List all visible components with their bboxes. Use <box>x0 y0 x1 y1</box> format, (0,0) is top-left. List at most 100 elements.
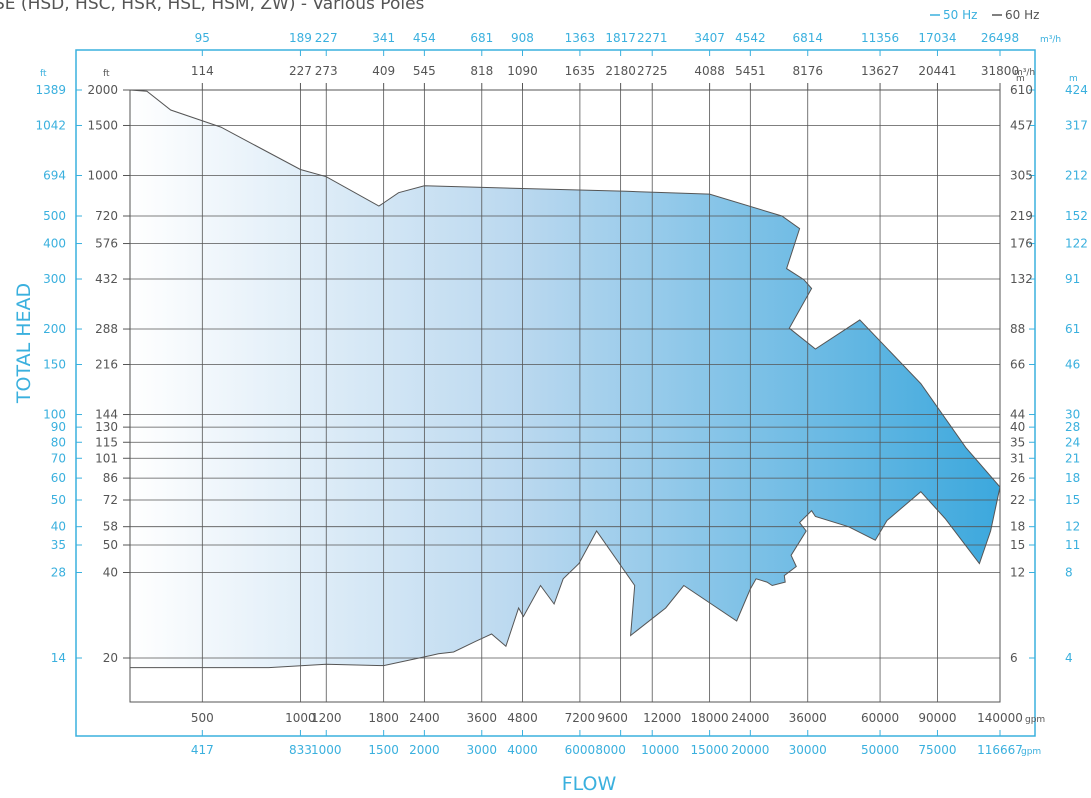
y-tick-label-left-50hz: 90 <box>51 420 66 434</box>
x-tick-label-top-50hz: 189 <box>289 31 312 45</box>
x-tick-label-top-60hz: 227 <box>289 64 312 78</box>
y-tick-label-left-60hz: 50 <box>103 538 118 552</box>
x-tick-label-bottom-60hz: 12000 <box>643 711 681 725</box>
x-tick-label-top-50hz: 908 <box>511 31 534 45</box>
x-tick-label-bottom-50hz: 3000 <box>467 743 498 757</box>
y-tick-label-left-50hz: 200 <box>43 322 66 336</box>
y-tick-label-right-60hz: 88 <box>1010 322 1025 336</box>
y-tick-label-left-60hz: 40 <box>103 566 118 580</box>
x-tick-label-top-60hz: 5451 <box>735 64 766 78</box>
unit-label-top-60hz: m³/h <box>1014 68 1035 78</box>
y-tick-label-left-50hz: 400 <box>43 237 66 251</box>
x-tick-label-top-50hz: 3407 <box>694 31 725 45</box>
y-tick-label-right-60hz: 44 <box>1010 408 1025 422</box>
legend-label: 60 Hz <box>1005 8 1039 22</box>
x-tick-label-top-50hz: 681 <box>470 31 493 45</box>
y-tick-label-left-60hz: 1500 <box>87 118 118 132</box>
x-tick-label-bottom-50hz: 833 <box>289 743 312 757</box>
y-tick-label-left-50hz: 50 <box>51 493 66 507</box>
chart-title: SE (HSD, HSC, HSR, HSL, HSM, ZW) - Vario… <box>0 0 425 14</box>
x-tick-label-bottom-50hz: 30000 <box>789 743 827 757</box>
y-tick-label-right-50hz: 8 <box>1065 566 1073 580</box>
y-tick-label-right-50hz: 61 <box>1065 322 1080 336</box>
x-tick-label-top-50hz: 95 <box>195 31 210 45</box>
y-tick-label-left-50hz: 40 <box>51 520 66 534</box>
y-tick-label-right-50hz: 11 <box>1065 538 1080 552</box>
y-tick-label-left-60hz: 72 <box>103 493 118 507</box>
x-tick-label-bottom-60hz: 140000 <box>977 711 1023 725</box>
y-tick-label-left-50hz: 1389 <box>35 83 66 97</box>
y-tick-label-right-50hz: 424 <box>1065 83 1088 97</box>
y-tick-label-right-60hz: 6 <box>1010 651 1018 665</box>
x-tick-label-bottom-60hz: 3600 <box>467 711 498 725</box>
y-tick-label-right-60hz: 15 <box>1010 538 1025 552</box>
x-tick-label-bottom-60hz: 2400 <box>409 711 440 725</box>
y-tick-label-right-60hz: 22 <box>1010 493 1025 507</box>
y-tick-label-left-50hz: 300 <box>43 272 66 286</box>
x-tick-label-top-60hz: 273 <box>315 64 338 78</box>
x-tick-label-bottom-60hz: 1000 <box>285 711 316 725</box>
unit-label-right-50hz: m <box>1069 74 1078 84</box>
y-tick-label-right-50hz: 24 <box>1065 435 1080 449</box>
y-tick-label-left-60hz: 2000 <box>87 83 118 97</box>
x-tick-label-bottom-50hz: 4000 <box>507 743 538 757</box>
y-tick-label-left-50hz: 500 <box>43 209 66 223</box>
x-tick-label-bottom-50hz: 15000 <box>691 743 729 757</box>
x-tick-label-bottom-50hz: 417 <box>191 743 214 757</box>
y-tick-label-left-60hz: 432 <box>95 272 118 286</box>
x-tick-label-top-60hz: 13627 <box>861 64 899 78</box>
x-tick-label-top-60hz: 545 <box>413 64 436 78</box>
y-tick-label-left-60hz: 144 <box>95 408 118 422</box>
y-tick-label-right-50hz: 152 <box>1065 209 1088 223</box>
y-tick-label-right-50hz: 30 <box>1065 408 1080 422</box>
x-tick-label-bottom-50hz: 75000 <box>918 743 956 757</box>
unit-label-left-60hz: ft <box>103 69 110 79</box>
x-tick-label-bottom-60hz: 60000 <box>861 711 899 725</box>
operating-range-area <box>129 89 1001 669</box>
y-tick-label-right-50hz: 21 <box>1065 451 1080 465</box>
unit-label-left-50hz: ft <box>40 69 47 79</box>
y-tick-label-right-60hz: 176 <box>1010 237 1033 251</box>
y-tick-label-left-50hz: 35 <box>51 538 66 552</box>
y-tick-label-left-50hz: 60 <box>51 471 66 485</box>
y-tick-label-right-60hz: 610 <box>1010 83 1033 97</box>
y-tick-label-left-50hz: 100 <box>43 408 66 422</box>
unit-label-top-50hz: m³/h <box>1040 35 1061 45</box>
x-tick-label-top-50hz: 2271 <box>637 31 668 45</box>
x-tick-label-top-50hz: 1817 <box>605 31 636 45</box>
x-tick-label-top-50hz: 227 <box>315 31 338 45</box>
y-tick-label-left-60hz: 130 <box>95 420 118 434</box>
y-tick-label-right-50hz: 91 <box>1065 272 1080 286</box>
y-tick-label-right-60hz: 31 <box>1010 451 1025 465</box>
y-tick-label-left-60hz: 720 <box>95 209 118 223</box>
y-tick-label-left-50hz: 28 <box>51 566 66 580</box>
y-tick-label-right-60hz: 305 <box>1010 168 1033 182</box>
x-tick-label-bottom-60hz: 7200 <box>565 711 596 725</box>
x-tick-label-top-50hz: 454 <box>413 31 436 45</box>
x-tick-label-bottom-60hz: 500 <box>191 711 214 725</box>
x-tick-label-top-50hz: 11356 <box>861 31 899 45</box>
y-tick-label-right-60hz: 40 <box>1010 420 1025 434</box>
y-tick-label-left-60hz: 1000 <box>87 168 118 182</box>
y-tick-label-left-50hz: 150 <box>43 358 66 372</box>
x-tick-label-top-60hz: 31800 <box>981 64 1019 78</box>
x-tick-label-bottom-50hz: 20000 <box>731 743 769 757</box>
x-tick-label-top-50hz: 6814 <box>792 31 823 45</box>
x-tick-label-top-60hz: 818 <box>470 64 493 78</box>
unit-label-bottom-50hz: gpm <box>1021 747 1041 757</box>
x-tick-label-bottom-60hz: 4800 <box>507 711 538 725</box>
x-tick-label-bottom-60hz: 90000 <box>918 711 956 725</box>
y-tick-label-left-50hz: 80 <box>51 435 66 449</box>
y-tick-label-right-50hz: 28 <box>1065 420 1080 434</box>
x-tick-label-bottom-50hz: 10000 <box>641 743 679 757</box>
y-tick-label-right-50hz: 18 <box>1065 471 1080 485</box>
x-tick-label-bottom-60hz: 36000 <box>789 711 827 725</box>
x-tick-label-bottom-50hz: 116667 <box>977 743 1023 757</box>
y-tick-label-left-50hz: 70 <box>51 451 66 465</box>
x-tick-label-bottom-60hz: 18000 <box>691 711 729 725</box>
grid-lines <box>130 89 1001 702</box>
x-tick-label-top-60hz: 2725 <box>637 64 668 78</box>
y-tick-label-left-60hz: 216 <box>95 358 118 372</box>
x-tick-label-bottom-50hz: 50000 <box>861 743 899 757</box>
y-tick-label-left-60hz: 58 <box>103 520 118 534</box>
